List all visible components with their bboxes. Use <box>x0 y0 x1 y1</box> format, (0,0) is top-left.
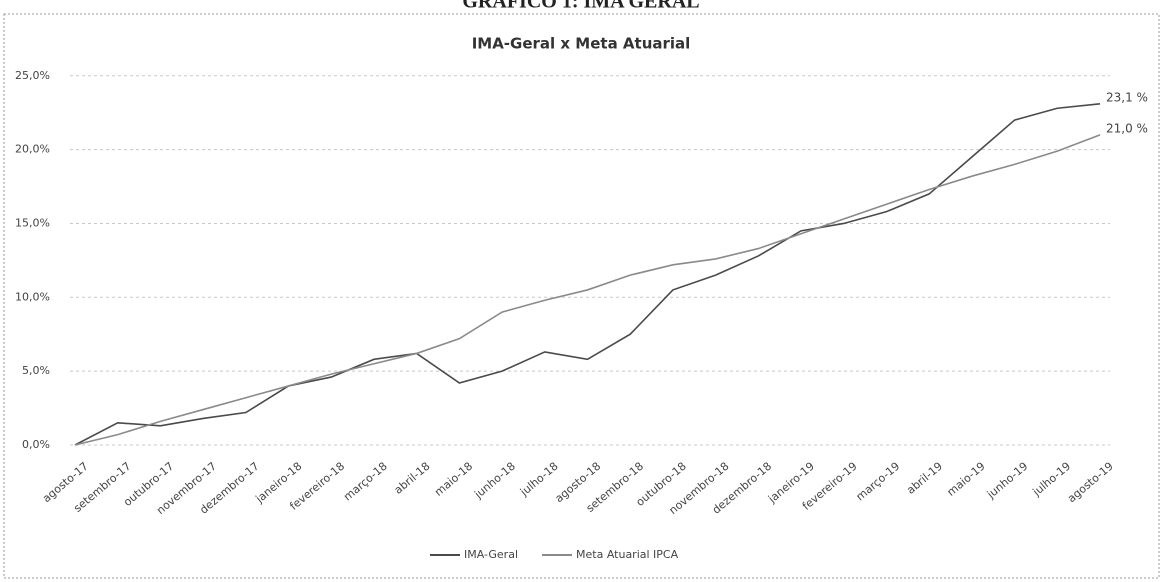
y-tick-label: 20,0% <box>15 143 50 156</box>
legend-label: Meta Atuarial IPCA <box>576 548 679 561</box>
y-tick-label: 5,0% <box>22 364 50 377</box>
series-line <box>74 134 1101 446</box>
y-tick-label: 25,0% <box>15 69 50 82</box>
x-tick-label: maio-19 <box>945 460 988 499</box>
x-tick-label: maio-18 <box>432 460 475 499</box>
legend-label: IMA-Geral <box>464 548 518 561</box>
series-line <box>74 103 1101 446</box>
chart-title: IMA-Geral x Meta Atuarial <box>472 35 691 53</box>
x-tick-label: abril-19 <box>904 460 945 497</box>
y-tick-label: 10,0% <box>15 290 50 303</box>
x-tick-label: agosto-19 <box>1065 460 1116 506</box>
x-tick-label: março-19 <box>854 460 903 504</box>
y-tick-label: 15,0% <box>15 216 50 229</box>
value-label: 21,0 % <box>1106 121 1148 135</box>
page-heading: GRÁFICO 1: IMA GERAL <box>462 0 699 13</box>
x-tick-label: junho-19 <box>984 460 1031 502</box>
x-tick-label: abril-18 <box>392 460 433 497</box>
chart-border <box>3 13 1160 579</box>
x-tick-label: março-18 <box>341 460 390 504</box>
y-tick-label: 0,0% <box>22 438 50 451</box>
value-label: 23,1 % <box>1106 90 1148 104</box>
x-tick-label: junho-18 <box>471 460 518 502</box>
